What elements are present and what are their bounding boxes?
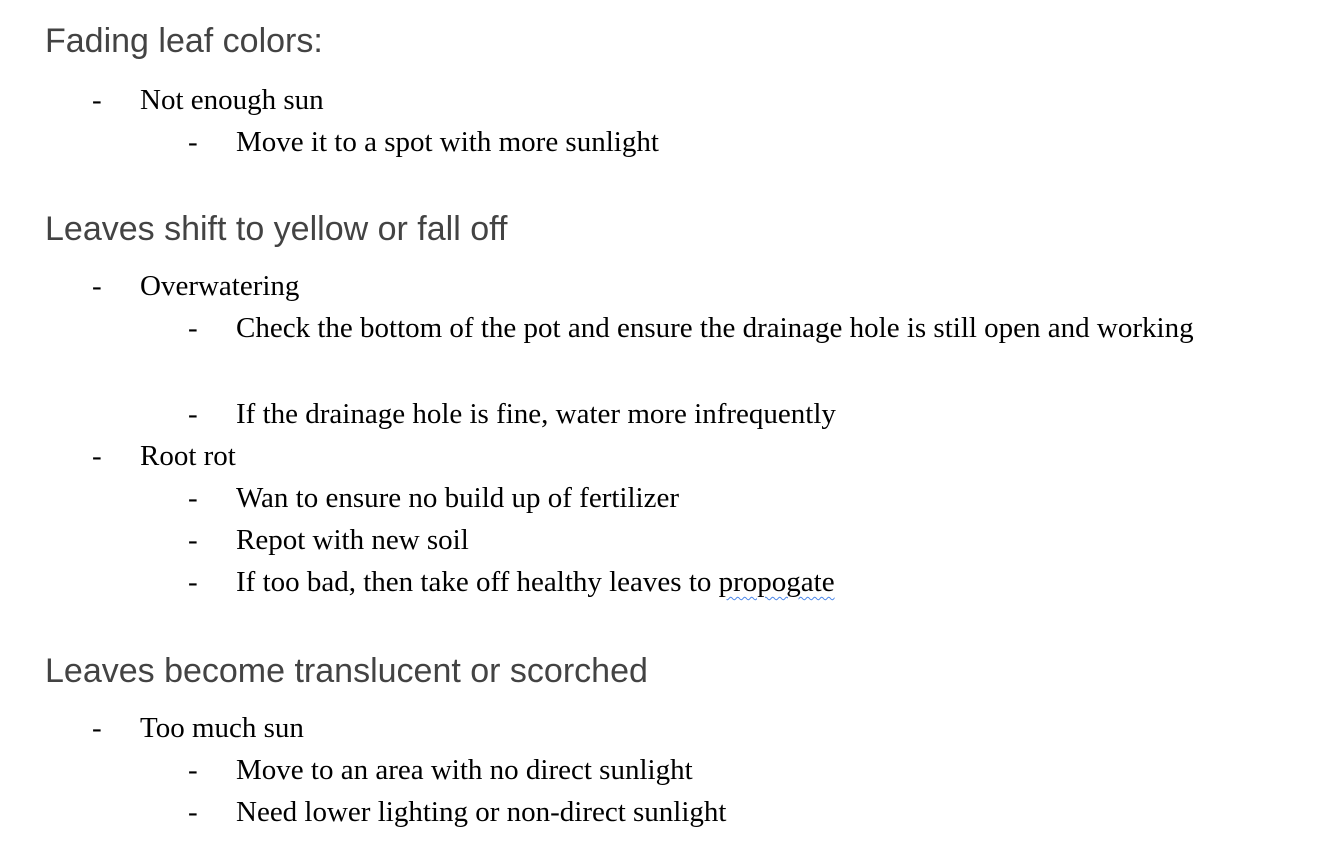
list-item-text: Not enough sun [140,84,324,116]
list-item-text: Wan to ensure no build up of fertilizer [236,482,680,514]
misspelled-word[interactable]: propogate [718,566,835,598]
bullet-dash: - [92,712,102,744]
list-item-text: Move it to a spot with more sunlight [236,126,659,158]
bullet-dash: - [188,312,198,344]
bullet-dash: - [188,398,198,430]
bullet-dash: - [188,754,198,786]
bullet-dash: - [188,796,198,828]
list-item-text: Root rot [140,440,236,472]
bullet-dash: - [188,566,198,598]
list-item-text: If too bad, then take off healthy leaves… [236,561,835,603]
list-item-text: Repot with new soil [236,524,469,556]
section-heading-fading-leaf-colors: Fading leaf colors: [45,22,323,60]
bullet-dash: - [188,126,198,158]
list-item-text: If the drainage hole is fine, water more… [236,398,836,430]
bullet-dash: - [92,440,102,472]
bullet-dash: - [92,270,102,302]
bullet-dash: - [188,524,198,556]
list-item-text-part: If too bad, then take off healthy leaves… [236,566,719,598]
section-heading-leaves-translucent: Leaves become translucent or scorched [45,652,648,690]
list-item-text: Check the bottom of the pot and ensure t… [236,312,1194,344]
list-item-text: Too much sun [140,712,304,744]
section-heading-leaves-yellow: Leaves shift to yellow or fall off [45,210,508,248]
list-item-text: Move to an area with no direct sunlight [236,754,693,786]
bullet-dash: - [92,84,102,116]
bullet-dash: - [188,482,198,514]
list-item-text: Need lower lighting or non-direct sunlig… [236,796,727,828]
list-item-text: Overwatering [140,270,300,302]
